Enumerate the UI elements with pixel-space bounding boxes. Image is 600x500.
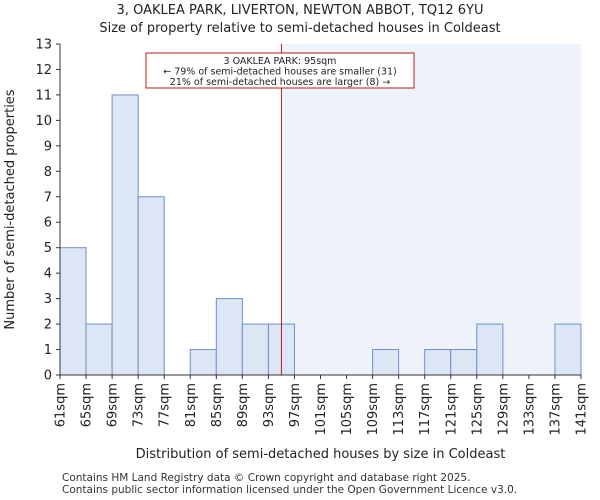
- y-tick-label: 1: [44, 343, 52, 358]
- annotation-line: 21% of semi-detached houses are larger (…: [170, 77, 390, 88]
- histogram-bar: [424, 349, 452, 376]
- x-tick-label: 141sqm: [575, 383, 590, 436]
- x-tick-label: 73sqm: [132, 383, 147, 427]
- x-tick-label: 105sqm: [340, 383, 355, 436]
- x-tick-label: 89sqm: [236, 383, 251, 427]
- x-tick-label: 133sqm: [522, 383, 537, 436]
- x-tick-label: 121sqm: [444, 383, 459, 436]
- y-tick-label: 8: [44, 165, 52, 180]
- x-tick-label: 97sqm: [288, 383, 303, 427]
- y-tick-label: 3: [44, 292, 52, 307]
- histogram-bar: [189, 349, 217, 376]
- histogram-bar: [111, 94, 139, 376]
- chart-subtitle: Size of property relative to semi-detach…: [99, 21, 501, 36]
- y-tick-label: 2: [44, 318, 52, 333]
- x-tick-label: 65sqm: [80, 383, 95, 427]
- x-tick-label: 117sqm: [418, 383, 433, 436]
- x-tick-label: 113sqm: [392, 383, 407, 436]
- histogram-bar: [85, 323, 113, 376]
- histogram-bar: [476, 323, 504, 376]
- y-axis-title: Number of semi-detached properties: [3, 89, 18, 329]
- histogram-bar: [372, 349, 400, 376]
- footer-licence: Contains public sector information licen…: [62, 484, 518, 496]
- x-tick-label: 93sqm: [262, 383, 277, 427]
- y-tick-label: 13: [35, 38, 52, 53]
- annotation-line: ← 79% of semi-detached houses are smalle…: [163, 67, 397, 78]
- x-tick-label: 125sqm: [470, 383, 485, 436]
- x-tick-label: 69sqm: [106, 383, 121, 427]
- y-tick-label: 0: [44, 369, 52, 384]
- histogram-bar: [137, 196, 165, 376]
- x-tick-label: 81sqm: [184, 383, 199, 427]
- histogram-bar: [59, 247, 87, 376]
- x-tick-label: 129sqm: [496, 383, 511, 436]
- y-tick-label: 9: [44, 139, 52, 154]
- histogram-bar: [450, 349, 478, 376]
- y-tick-label: 11: [35, 88, 52, 103]
- chart-title: 3, OAKLEA PARK, LIVERTON, NEWTON ABBOT, …: [116, 3, 484, 18]
- x-tick-label: 77sqm: [158, 383, 173, 427]
- x-tick-label: 85sqm: [210, 383, 225, 427]
- y-tick-label: 10: [35, 114, 52, 129]
- annotation-box: [145, 52, 415, 89]
- x-tick-label: 109sqm: [366, 383, 381, 436]
- histogram-bar: [241, 323, 269, 376]
- annotation-line: 3 OAKLEA PARK: 95sqm: [224, 56, 337, 67]
- x-tick-label: 137sqm: [548, 383, 563, 436]
- histogram-bar: [215, 298, 243, 376]
- larger-region-highlight: [281, 44, 581, 375]
- x-axis-title: Distribution of semi-detached houses by …: [136, 447, 506, 462]
- x-tick-label: 61sqm: [54, 383, 69, 427]
- histogram-bar: [554, 323, 582, 376]
- footer-copyright: Contains HM Land Registry data © Crown c…: [62, 472, 471, 484]
- y-tick-label: 6: [44, 216, 52, 231]
- y-tick-label: 5: [44, 241, 52, 256]
- y-tick-label: 12: [35, 63, 52, 78]
- y-tick-label: 4: [44, 267, 52, 282]
- x-tick-label: 101sqm: [314, 383, 329, 436]
- y-tick-label: 7: [44, 190, 52, 205]
